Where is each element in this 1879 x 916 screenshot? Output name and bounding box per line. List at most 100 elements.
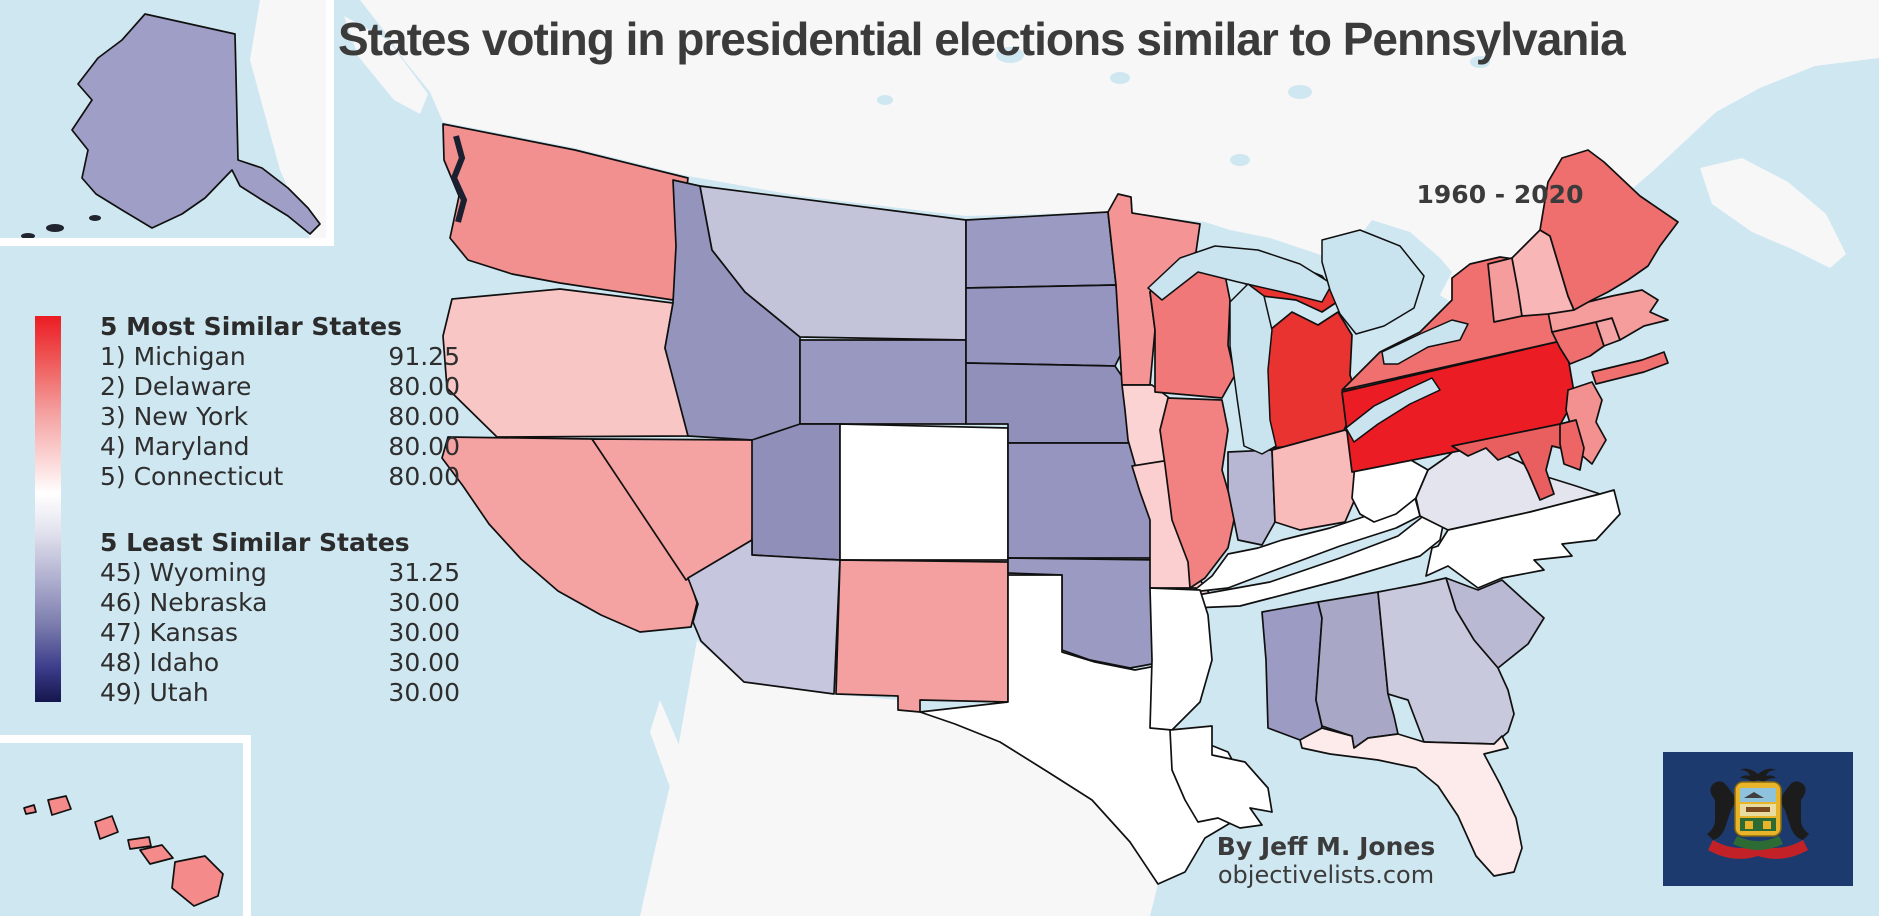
baja-peninsula (650, 700, 700, 832)
state-indiana (1227, 449, 1276, 546)
attribution: By Jeff M. Jones objectivelists.com (1150, 832, 1502, 889)
flag-horse-left (1707, 781, 1735, 840)
most-similar-title: 5 Most Similar States (100, 312, 402, 341)
legend-state-value: 80.00 (388, 402, 460, 431)
alaska-inset (0, 0, 334, 246)
state-long-island (1591, 351, 1669, 385)
hawaii-island-maui (139, 844, 174, 865)
state-louisiana (1169, 725, 1273, 829)
hawaii-island-molokai (127, 836, 152, 850)
legend-state-label: 4) Maryland (100, 432, 250, 461)
least-similar-title: 5 Least Similar States (100, 528, 410, 557)
hawaii-island-hawaii (171, 855, 224, 907)
flag-plough (1746, 807, 1770, 812)
state-texas (919, 574, 1249, 885)
lake-ontario (1381, 319, 1469, 365)
similarity-legend: 5 Most Similar States 1) Michigan 91.25 2… (100, 312, 460, 708)
legend-state-value: 80.00 (388, 432, 460, 461)
canada-lake (1230, 154, 1250, 166)
legend-state-value: 80.00 (388, 462, 460, 491)
state-alaska (71, 13, 321, 235)
canada-lake (1288, 85, 1312, 99)
state-delaware (1559, 419, 1585, 471)
legend-state-label: 48) Idaho (100, 648, 220, 677)
flag-ship (1744, 792, 1764, 798)
alaska-canada-corner (250, 0, 333, 238)
state-illinois (1159, 397, 1236, 589)
hawaii-inset-border-right (243, 735, 251, 916)
legend-state-value: 80.00 (388, 372, 460, 401)
alaska-inset-border-bottom (0, 238, 334, 246)
state-north-carolina (1425, 489, 1621, 589)
hawaii-inset (0, 735, 251, 916)
state-arkansas (1149, 587, 1213, 731)
lake-huron (1321, 229, 1425, 335)
legend-state-value: 91.25 (388, 342, 460, 371)
hawaii-island-kauai (47, 795, 72, 816)
lake-erie (1345, 377, 1441, 443)
aleutian-island (89, 215, 101, 221)
year-range-label: 1960 - 2020 (1416, 180, 1584, 209)
legend-state-value: 30.00 (388, 648, 460, 677)
legend-state-label: 46) Nebraska (100, 588, 268, 617)
canada-landmass (360, 0, 1879, 305)
canada-lake (996, 47, 1024, 63)
state-maine (1539, 149, 1679, 311)
legend-row: 47) Kansas 30.00 (100, 618, 460, 648)
alaska-inset-border-right (326, 0, 334, 246)
flag-sheaf (1745, 821, 1753, 829)
legend-row: 1) Michigan 91.25 (100, 342, 460, 372)
hawaii-island-niihau (23, 804, 37, 815)
flag-sheaf (1763, 821, 1771, 829)
aleutian-island (21, 233, 35, 239)
legend-row: 49) Utah 30.00 (100, 678, 460, 708)
legend-row: 46) Nebraska 30.00 (100, 588, 460, 618)
canada-lake (1470, 56, 1490, 68)
hawaii-inset-border-top (0, 735, 251, 743)
similarity-colorbar (35, 316, 61, 702)
legend-state-label: 49) Utah (100, 678, 209, 707)
mexico-landmass (640, 640, 1158, 916)
flag-eagle (1740, 768, 1776, 782)
legend-state-label: 1) Michigan (100, 342, 246, 371)
legend-row: 2) Delaware 80.00 (100, 372, 460, 402)
lake-michigan (1229, 283, 1277, 455)
state-arizona (687, 539, 841, 695)
nova-scotia (1700, 158, 1846, 268)
vancouver-island (344, 16, 428, 114)
legend-state-value: 30.00 (388, 588, 460, 617)
legend-row: 4) Maryland 80.00 (100, 432, 460, 462)
flag-wreath (1733, 836, 1783, 850)
canada-lake (877, 95, 893, 105)
legend-state-value: 30.00 (388, 678, 460, 707)
state-mississippi (1261, 601, 1323, 743)
legend-state-value: 30.00 (388, 618, 460, 647)
state-massachusetts (1547, 289, 1669, 341)
state-new-mexico (835, 559, 1009, 713)
legend-row: 3) New York 80.00 (100, 402, 460, 432)
legend-state-label: 3) New York (100, 402, 249, 431)
website-credit: objectivelists.com (1217, 861, 1435, 889)
flag-horse-right (1781, 781, 1809, 840)
lake-superior (1147, 245, 1333, 303)
legend-state-label: 45) Wyoming (100, 558, 267, 587)
legend-row: 45) Wyoming 31.25 (100, 558, 460, 588)
legend-state-value: 31.25 (388, 558, 460, 587)
state-wyoming (799, 339, 967, 425)
legend-row: 48) Idaho 30.00 (100, 648, 460, 678)
state-north-dakota (965, 211, 1117, 289)
legend-state-label: 2) Delaware (100, 372, 252, 401)
canada-lake (1110, 72, 1130, 84)
author-credit: By Jeff M. Jones (1216, 832, 1436, 861)
puget-sound (450, 135, 468, 223)
aleutian-island (46, 224, 64, 232)
state-georgia (1377, 577, 1515, 745)
legend-row: 5) Connecticut 80.00 (100, 462, 460, 492)
legend-state-label: 5) Connecticut (100, 462, 284, 491)
state-oregon (442, 288, 691, 438)
pennsylvania-flag (1663, 752, 1853, 886)
state-michigan (1265, 311, 1359, 449)
state-florida (1299, 727, 1523, 877)
